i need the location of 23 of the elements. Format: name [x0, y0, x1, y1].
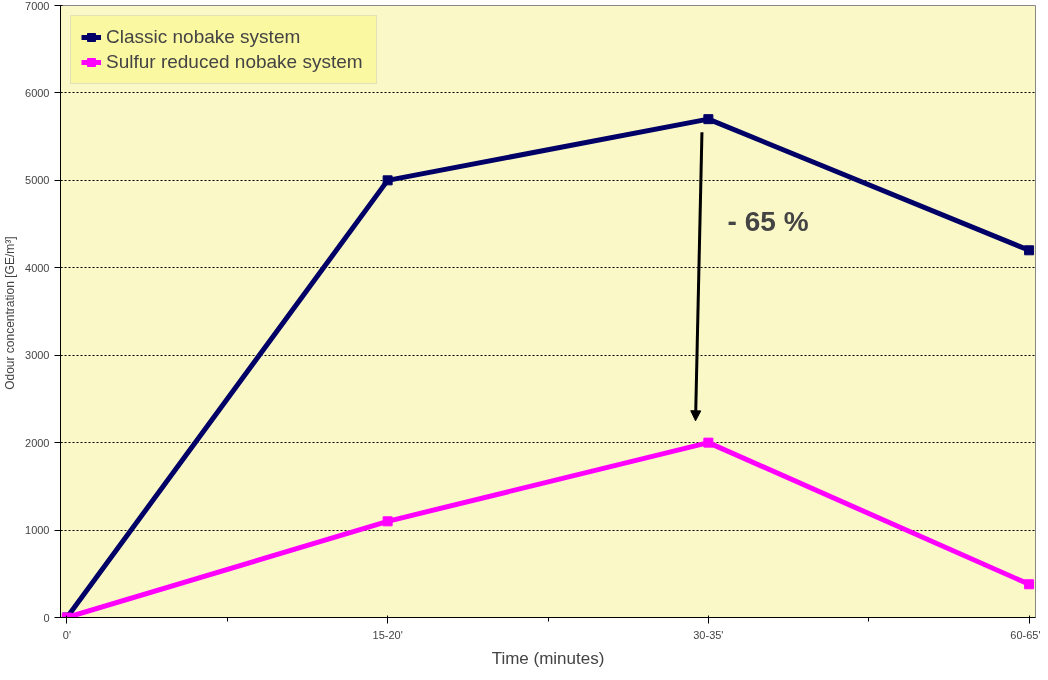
point — [382, 516, 393, 527]
x-tick-label: 0' — [62, 628, 72, 641]
annotation: - 65 % — [727, 206, 809, 238]
y-tick-label: 3000 — [25, 349, 50, 362]
x-tick-label: 30-35' — [693, 628, 724, 641]
x-tick-label: 60-65' — [1010, 628, 1041, 641]
point — [703, 114, 714, 125]
legend-label: Sulfur reduced nobake system — [106, 51, 364, 73]
y-tick-label: 5000 — [25, 174, 50, 187]
point — [1024, 245, 1035, 256]
y-tick-label: 6000 — [25, 86, 50, 99]
legend-label: Classic nobake system — [106, 26, 302, 48]
point — [1024, 579, 1035, 590]
y-tick-label: 0 — [43, 611, 50, 624]
point — [382, 175, 393, 186]
point — [703, 437, 714, 448]
y-tick-label: 4000 — [25, 261, 50, 274]
y-tick-label: 2000 — [25, 436, 50, 449]
x-axis-title: Time (minutes) — [491, 648, 605, 668]
x-tick-label: 15-20' — [372, 628, 403, 641]
y-tick-label: 1000 — [25, 524, 50, 537]
y-axis-title: Odour concentration [GE/m³] — [3, 236, 18, 390]
y-tick-label: 7000 — [25, 0, 50, 12]
